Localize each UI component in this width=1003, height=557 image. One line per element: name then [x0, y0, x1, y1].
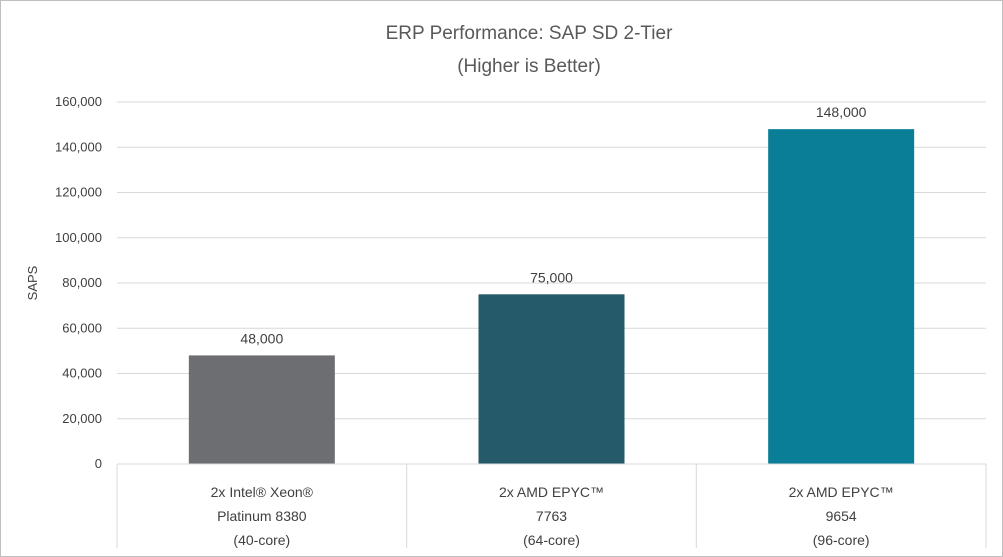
y-tick-label: 140,000 [55, 139, 102, 154]
chart-title: ERP Performance: SAP SD 2-Tier [386, 23, 674, 44]
y-tick-label: 100,000 [55, 230, 102, 245]
y-axis-label: SAPS [25, 265, 40, 300]
category-label: 9654 [826, 508, 857, 524]
category-label: 7763 [536, 508, 567, 524]
y-tick-label: 120,000 [55, 185, 102, 200]
bars [188, 129, 915, 464]
bar [188, 355, 335, 464]
bar [768, 129, 915, 464]
category-label: (96-core) [813, 532, 870, 548]
category-label: (40-core) [233, 532, 290, 548]
data-label: 148,000 [816, 104, 867, 120]
category-label: 2x AMD EPYC™ [499, 484, 604, 500]
category-axis: 2x Intel® Xeon® Platinum 8380 (40-core) 2x … [116, 463, 987, 548]
data-label: 75,000 [530, 269, 573, 285]
data-labels: 48,000 75,000 148,000 [240, 104, 866, 346]
y-axis-ticks: 0 20,000 40,000 60,000 80,000 100,000 120,000 1… [55, 94, 102, 471]
y-tick-label: 60,000 [62, 320, 102, 335]
y-tick-label: 0 [95, 456, 102, 471]
y-tick-label: 40,000 [62, 366, 102, 381]
chart-subtitle: (Higher is Better) [457, 56, 601, 77]
y-tick-label: 80,000 [62, 275, 102, 290]
y-tick-label: 160,000 [55, 94, 102, 109]
data-label: 48,000 [240, 330, 283, 346]
category-label: 2x Intel® Xeon® [211, 484, 314, 500]
category-label: (64-core) [523, 532, 580, 548]
y-tick-label: 20,000 [62, 411, 102, 426]
category-label: Platinum 8380 [217, 508, 307, 524]
category-label: 2x AMD EPYC™ [789, 484, 894, 500]
bar [478, 294, 625, 464]
